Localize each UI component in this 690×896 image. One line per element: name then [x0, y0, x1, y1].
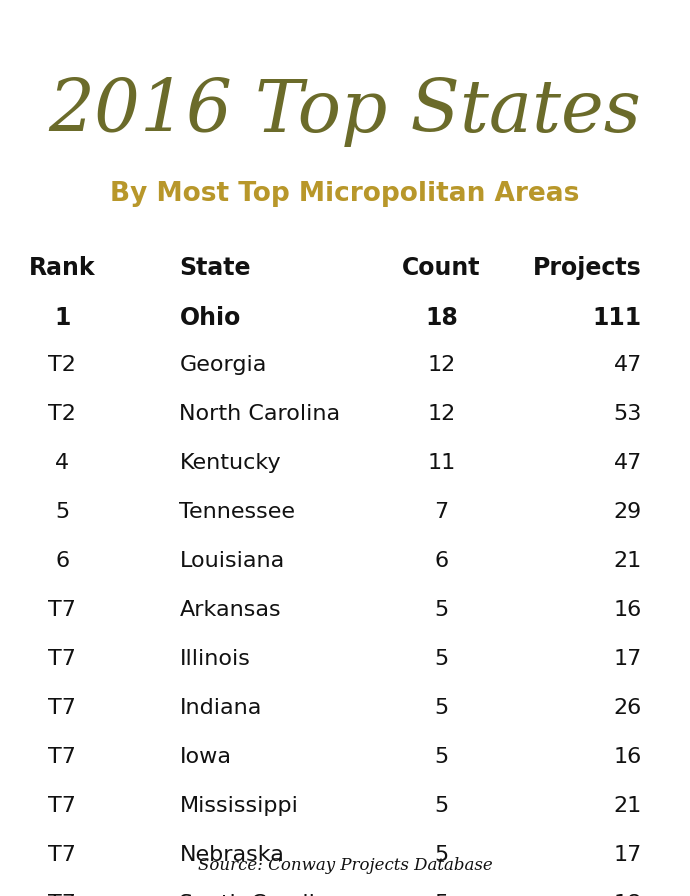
Text: 11: 11 — [428, 453, 455, 473]
Text: T7: T7 — [48, 747, 76, 767]
Text: North Carolina: North Carolina — [179, 404, 341, 424]
Text: Louisiana: Louisiana — [179, 551, 285, 571]
Text: 5: 5 — [435, 600, 448, 620]
Text: 5: 5 — [435, 747, 448, 767]
Text: 47: 47 — [613, 355, 642, 375]
Text: 5: 5 — [435, 698, 448, 718]
Text: 21: 21 — [613, 796, 642, 816]
Text: Georgia: Georgia — [179, 355, 267, 375]
Text: Ohio: Ohio — [179, 306, 241, 330]
Text: 5: 5 — [435, 649, 448, 669]
Text: T2: T2 — [48, 355, 76, 375]
Text: 2016 Top States: 2016 Top States — [48, 76, 642, 147]
Text: 18: 18 — [613, 894, 642, 896]
Text: 21: 21 — [613, 551, 642, 571]
Text: Mississippi: Mississippi — [179, 796, 298, 816]
Text: 1: 1 — [54, 306, 70, 330]
Text: 26: 26 — [613, 698, 642, 718]
Text: T7: T7 — [48, 698, 76, 718]
Text: 5: 5 — [435, 845, 448, 865]
Text: Indiana: Indiana — [179, 698, 262, 718]
Text: Iowa: Iowa — [179, 747, 231, 767]
Text: 111: 111 — [593, 306, 642, 330]
Text: South Carolina: South Carolina — [179, 894, 343, 896]
Text: By Most Top Micropolitan Areas: By Most Top Micropolitan Areas — [110, 181, 580, 207]
Text: State: State — [179, 256, 251, 280]
Text: 17: 17 — [613, 649, 642, 669]
Text: T2: T2 — [48, 404, 76, 424]
Text: 47: 47 — [613, 453, 642, 473]
Text: 16: 16 — [613, 600, 642, 620]
Text: T7: T7 — [48, 649, 76, 669]
Text: 12: 12 — [428, 355, 455, 375]
Text: Illinois: Illinois — [179, 649, 250, 669]
Text: 16: 16 — [613, 747, 642, 767]
Text: Projects: Projects — [533, 256, 642, 280]
Text: T7: T7 — [48, 845, 76, 865]
Text: Source: Conway Projects Database: Source: Conway Projects Database — [197, 857, 493, 874]
Text: Count: Count — [402, 256, 481, 280]
Text: 7: 7 — [435, 502, 448, 522]
Text: 5: 5 — [435, 894, 448, 896]
Text: T7: T7 — [48, 796, 76, 816]
Text: 5: 5 — [55, 502, 69, 522]
Text: 17: 17 — [613, 845, 642, 865]
Text: Nebraska: Nebraska — [179, 845, 284, 865]
Text: 6: 6 — [435, 551, 448, 571]
Text: Kentucky: Kentucky — [179, 453, 281, 473]
Text: Arkansas: Arkansas — [179, 600, 281, 620]
Text: T7: T7 — [48, 600, 76, 620]
Text: 6: 6 — [55, 551, 69, 571]
Text: Rank: Rank — [29, 256, 95, 280]
Text: 29: 29 — [613, 502, 642, 522]
Text: 18: 18 — [425, 306, 458, 330]
Text: T7: T7 — [48, 894, 76, 896]
Text: Tennessee: Tennessee — [179, 502, 295, 522]
Text: 5: 5 — [435, 796, 448, 816]
Text: 4: 4 — [55, 453, 69, 473]
Text: 12: 12 — [428, 404, 455, 424]
Text: 53: 53 — [613, 404, 642, 424]
